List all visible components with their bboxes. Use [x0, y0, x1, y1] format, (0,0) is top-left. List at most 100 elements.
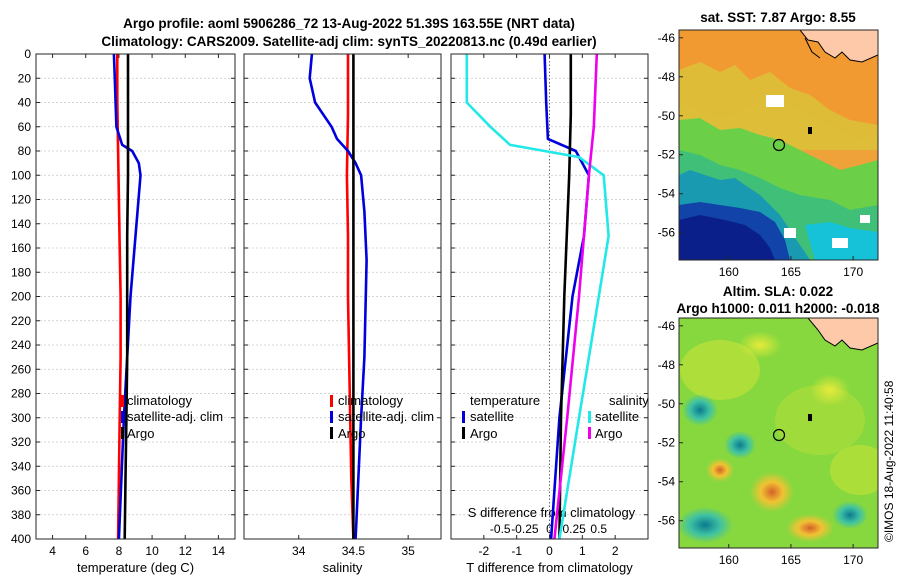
x-tick-label: 34.5: [342, 544, 366, 558]
sla-argo-location-marker: [772, 428, 786, 442]
sst-map-image: [679, 30, 878, 260]
x-tick-label: 10: [145, 544, 159, 558]
map-y-tick-label: -54: [658, 187, 676, 201]
legend-label-climatology: climatology: [127, 393, 193, 408]
sla-map-title-line1: Altim. SLA: 0.022: [723, 284, 833, 299]
y-tick-label: 120: [11, 193, 31, 207]
sst-map-title: sat. SST: 7.87 Argo: 8.55: [700, 10, 856, 25]
x-tick-label: 6: [82, 544, 89, 558]
y-tick-label: 40: [18, 96, 32, 110]
y-tick-label: 200: [11, 290, 31, 304]
map-x-tick-label: 165: [781, 553, 801, 567]
s-tick-label: 0: [546, 522, 553, 536]
y-tick-label: 300: [11, 411, 31, 425]
legend-swatch-climatology: [121, 395, 124, 407]
sla-map-axes: -46 -48 -50 -52 -54 -56 160 165 170: [658, 317, 879, 567]
sst-map-axes: -46 -48 -50 -52 -54 -56 160 165 170: [658, 29, 879, 279]
map-y-tick-label: -46: [658, 319, 676, 333]
legend-swatch-salinity-satellite: [588, 411, 591, 423]
x-tick-label: 4: [49, 544, 56, 558]
map-x-tick-label: 165: [781, 265, 801, 279]
legend-swatch-temperature-argo: [462, 427, 465, 439]
map-y-tick-label: -52: [658, 436, 676, 450]
y-tick-label: 320: [11, 435, 31, 449]
y-tick-label: 220: [11, 314, 31, 328]
panel-frame: [243, 53, 442, 540]
y-tick-label: 280: [11, 387, 31, 401]
legend-swatch-salinity-argo: [588, 427, 591, 439]
map-y-tick-label: -50: [658, 109, 676, 123]
figure-title-line2: Climatology: CARS2009. Satellite-adj cli…: [101, 34, 596, 49]
legend-swatch-temperature-satellite: [462, 411, 465, 423]
y-tick-label: 20: [18, 71, 32, 85]
y-tick-label: 240: [11, 338, 31, 352]
y-tick-label: 100: [11, 168, 31, 182]
s-tick-label: 0.25: [562, 522, 586, 536]
map-y-tick-label: -54: [658, 475, 676, 489]
sla-map-title-line2: Argo h1000: 0.011 h2000: -0.018: [676, 301, 880, 316]
x-tick-label: 8: [116, 544, 123, 558]
map-x-tick-label: 160: [719, 553, 739, 567]
temperature-profile-panel: 0 20 40 60 80 100 120 140 160 180 200 220 240 260 280 3…: [11, 47, 236, 575]
legend-label-salinity-argo: Argo: [595, 426, 622, 441]
x-tick-label: 34: [292, 544, 306, 558]
y-tick-label: 0: [24, 47, 31, 61]
map-y-tick-label: -50: [658, 397, 676, 411]
y-tick-label: 160: [11, 241, 31, 255]
legend-swatch-argo: [121, 427, 124, 439]
legend-swatch-argo: [330, 427, 333, 439]
x-axis-label: temperature (deg C): [77, 560, 194, 575]
series-line-argo: [123, 54, 130, 540]
x-tick-label: -2: [478, 544, 489, 558]
x-tick-label: 2: [612, 544, 619, 558]
s-tick-label: 0.5: [590, 522, 607, 536]
map-x-tick-label: 170: [843, 265, 863, 279]
y-tick-label: 360: [11, 484, 31, 498]
y-tick-label: 260: [11, 362, 31, 376]
legend-label-satellite: satellite-adj. clim: [127, 409, 223, 424]
legend-label-argo: Argo: [338, 426, 365, 441]
legend-swatch-satellite: [330, 411, 333, 423]
x-axis-label: T difference from climatology: [466, 560, 633, 575]
y-tick-label: 60: [18, 120, 32, 134]
salinity-profile-panel: 34 34.5 35 salinity: [243, 53, 442, 575]
legend-label-temperature-satellite: satellite: [470, 409, 514, 424]
x-tick-label: 0: [546, 544, 553, 558]
difference-legend: temperature salinity satellite Argo sate…: [462, 393, 649, 441]
y-tick-label: 180: [11, 265, 31, 279]
legend-label-argo: Argo: [127, 426, 154, 441]
map-frame: [678, 29, 879, 261]
legend-title-temperature: temperature: [470, 393, 540, 408]
sst-argo-location-marker: [772, 138, 786, 152]
map-x-tick-label: 160: [719, 265, 739, 279]
map-x-tick-label: 170: [843, 553, 863, 567]
panel-frame: [35, 53, 236, 540]
map-y-tick-label: -46: [658, 31, 676, 45]
map-y-tick-label: -56: [658, 226, 676, 240]
panel-frame: [450, 53, 649, 540]
salinity-legend: climatology satellite-adj. clim Argo: [330, 393, 434, 441]
series-line-satellite-adj-clim: [308, 53, 368, 540]
y-tick-label: 400: [11, 532, 31, 546]
map-y-tick-label: -48: [658, 358, 676, 372]
x-tick-label: 35: [401, 544, 415, 558]
series-line-temperature-argo: [558, 54, 573, 540]
sla-map-image: [679, 318, 878, 548]
credit-stamp: ©IMOS 18-Aug-2022 11:40:58: [882, 380, 896, 542]
x-tick-label: 12: [179, 544, 193, 558]
series-line-climatology: [345, 54, 355, 540]
y-tick-label: 80: [18, 144, 32, 158]
map-frame: [678, 317, 879, 549]
map-y-tick-label: -48: [658, 70, 676, 84]
map-y-tick-label: -56: [658, 514, 676, 528]
y-tick-label: 340: [11, 459, 31, 473]
x-tick-label: 14: [212, 544, 226, 558]
series-line-salinity-satellite: [465, 54, 610, 540]
legend-label-salinity-satellite: satellite: [595, 409, 639, 424]
x-axis-label: salinity: [323, 560, 363, 575]
x-tick-label: -1: [511, 544, 522, 558]
y-tick-label: 380: [11, 508, 31, 522]
x-tick-label: 1: [579, 544, 586, 558]
figure-title-line1: Argo profile: aoml 5906286_72 13-Aug-202…: [123, 16, 575, 31]
